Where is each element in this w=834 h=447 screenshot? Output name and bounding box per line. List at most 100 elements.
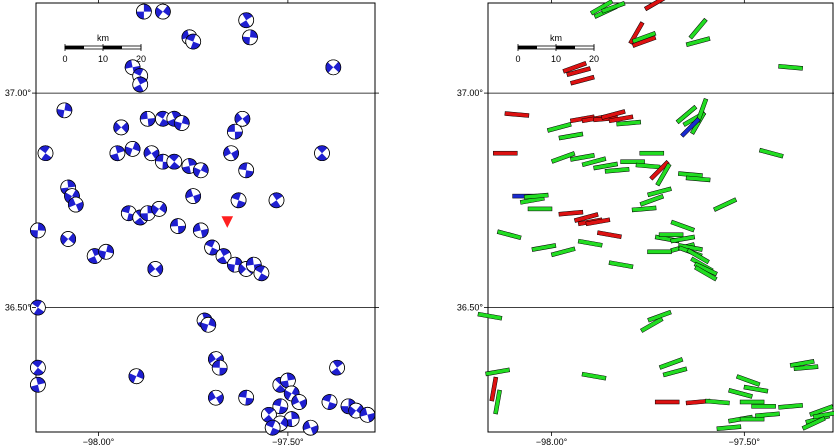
left-map-panel: km 0 10 20 37.00° 36.50° −98.00° −97.50° bbox=[5, 0, 379, 447]
stress-bar-red bbox=[562, 60, 587, 74]
beachball-event bbox=[268, 192, 285, 209]
beachball-event bbox=[173, 115, 190, 131]
stress-bar-green bbox=[496, 229, 522, 241]
stress-bar-red bbox=[573, 212, 599, 223]
mainshock-marker bbox=[221, 216, 234, 228]
lon-tick-label: −97.50° bbox=[729, 437, 761, 447]
stress-bar-green bbox=[801, 416, 826, 431]
scale-tick-label: 10 bbox=[98, 54, 108, 64]
beachball-event bbox=[98, 243, 114, 260]
stress-bar-green bbox=[670, 219, 695, 233]
beachball-event bbox=[139, 110, 156, 127]
stress-bar-green bbox=[778, 63, 803, 71]
beachball-event bbox=[124, 141, 141, 157]
scale-tick-label: 10 bbox=[551, 54, 561, 64]
stress-bar-green bbox=[485, 367, 511, 377]
beachball-event bbox=[242, 29, 258, 46]
scale-bar-segment bbox=[518, 46, 537, 49]
beachball-event bbox=[170, 218, 186, 234]
beachball-event bbox=[166, 153, 183, 170]
stress-bar-red bbox=[504, 111, 530, 118]
stress-bar-red bbox=[493, 150, 518, 156]
beachball-event bbox=[302, 419, 319, 436]
stress-bar-green bbox=[670, 234, 696, 244]
beachball-event bbox=[200, 316, 217, 333]
beachball-event bbox=[30, 222, 46, 239]
beachball-event bbox=[211, 359, 228, 376]
beachball-event bbox=[238, 389, 255, 406]
stress-bar-green bbox=[755, 411, 780, 419]
stress-bar-green bbox=[685, 175, 711, 183]
stress-bar-green bbox=[789, 359, 815, 368]
stress-bar-green bbox=[639, 150, 665, 156]
lon-tick-label: −97.50° bbox=[272, 437, 304, 447]
beachball-event bbox=[359, 406, 376, 423]
beachball-event bbox=[238, 12, 255, 29]
stress-bar-green bbox=[616, 119, 642, 127]
stress-bar-green bbox=[639, 193, 665, 207]
stress-bar-green bbox=[809, 404, 834, 417]
stress-bar-red bbox=[558, 209, 584, 217]
stress-bar-green bbox=[608, 260, 634, 270]
stress-bar-green bbox=[558, 131, 584, 141]
beachball-event bbox=[227, 123, 243, 140]
stress-bar-green bbox=[577, 238, 603, 248]
stress-bar-red bbox=[608, 114, 634, 124]
beachball-event bbox=[291, 394, 308, 410]
scale-unit-label: km bbox=[97, 33, 109, 43]
beachball-event bbox=[155, 110, 171, 127]
stress-bar-green bbox=[716, 424, 742, 432]
left-axis-labels: 37.00° 36.50° −98.00° −97.50° bbox=[5, 0, 379, 447]
stress-bar-green bbox=[647, 186, 672, 198]
stress-bar-green bbox=[581, 156, 607, 168]
beachball-event bbox=[223, 145, 239, 162]
stress-bar-green bbox=[685, 36, 711, 47]
stress-bar-green bbox=[493, 389, 502, 415]
lat-tick-label: 36.50° bbox=[457, 303, 484, 313]
right-stress-bar-layer bbox=[477, 0, 834, 432]
stress-bar-green bbox=[546, 122, 572, 133]
beachball-event bbox=[109, 145, 126, 162]
stress-bar-green bbox=[620, 159, 645, 164]
stress-bar-red bbox=[654, 399, 680, 405]
beachball-event bbox=[261, 406, 277, 423]
beachball-event bbox=[30, 359, 46, 376]
stress-bar-red bbox=[585, 217, 611, 227]
right-map-frame bbox=[487, 2, 834, 433]
left-graticule bbox=[36, 92, 375, 308]
stress-bar-red bbox=[600, 109, 626, 120]
stress-bar-green bbox=[743, 384, 769, 394]
scale-unit-label: km bbox=[550, 33, 562, 43]
beachball-event bbox=[314, 145, 330, 162]
left-map-frame bbox=[35, 2, 376, 433]
right-graticule bbox=[488, 92, 833, 308]
left-beachball-layer bbox=[30, 3, 376, 436]
lat-tick-label: 37.00° bbox=[457, 88, 484, 98]
stress-bar-red bbox=[569, 74, 595, 86]
scale-tick-label: 20 bbox=[589, 54, 599, 64]
beachball-event bbox=[192, 222, 209, 239]
stress-bar-green bbox=[477, 311, 503, 321]
beachball-event bbox=[67, 196, 84, 213]
beachball-event bbox=[253, 265, 270, 282]
stress-bar-red bbox=[643, 0, 668, 12]
stress-bar-red bbox=[489, 376, 499, 402]
stress-bar-red bbox=[596, 230, 622, 240]
beachball-event bbox=[120, 205, 137, 222]
stress-bar-green bbox=[550, 246, 576, 258]
beachball-event bbox=[272, 398, 289, 415]
stress-bar-green bbox=[739, 399, 765, 405]
beachball-event bbox=[215, 248, 232, 264]
stress-bar-green bbox=[751, 404, 776, 409]
beachball-event bbox=[329, 359, 345, 376]
stress-bar-red bbox=[649, 160, 670, 181]
stress-bar-green bbox=[527, 206, 553, 212]
beachball-event bbox=[143, 145, 160, 162]
stress-bar-green bbox=[686, 248, 710, 265]
right-map-panel: km 0 10 20 37.00° 36.50° −98.00° −97.50° bbox=[457, 0, 834, 447]
stress-bar-green bbox=[593, 161, 619, 171]
beachball-event bbox=[30, 299, 46, 316]
stress-bar-green bbox=[812, 410, 834, 420]
scale-tick-label: 0 bbox=[515, 54, 520, 64]
